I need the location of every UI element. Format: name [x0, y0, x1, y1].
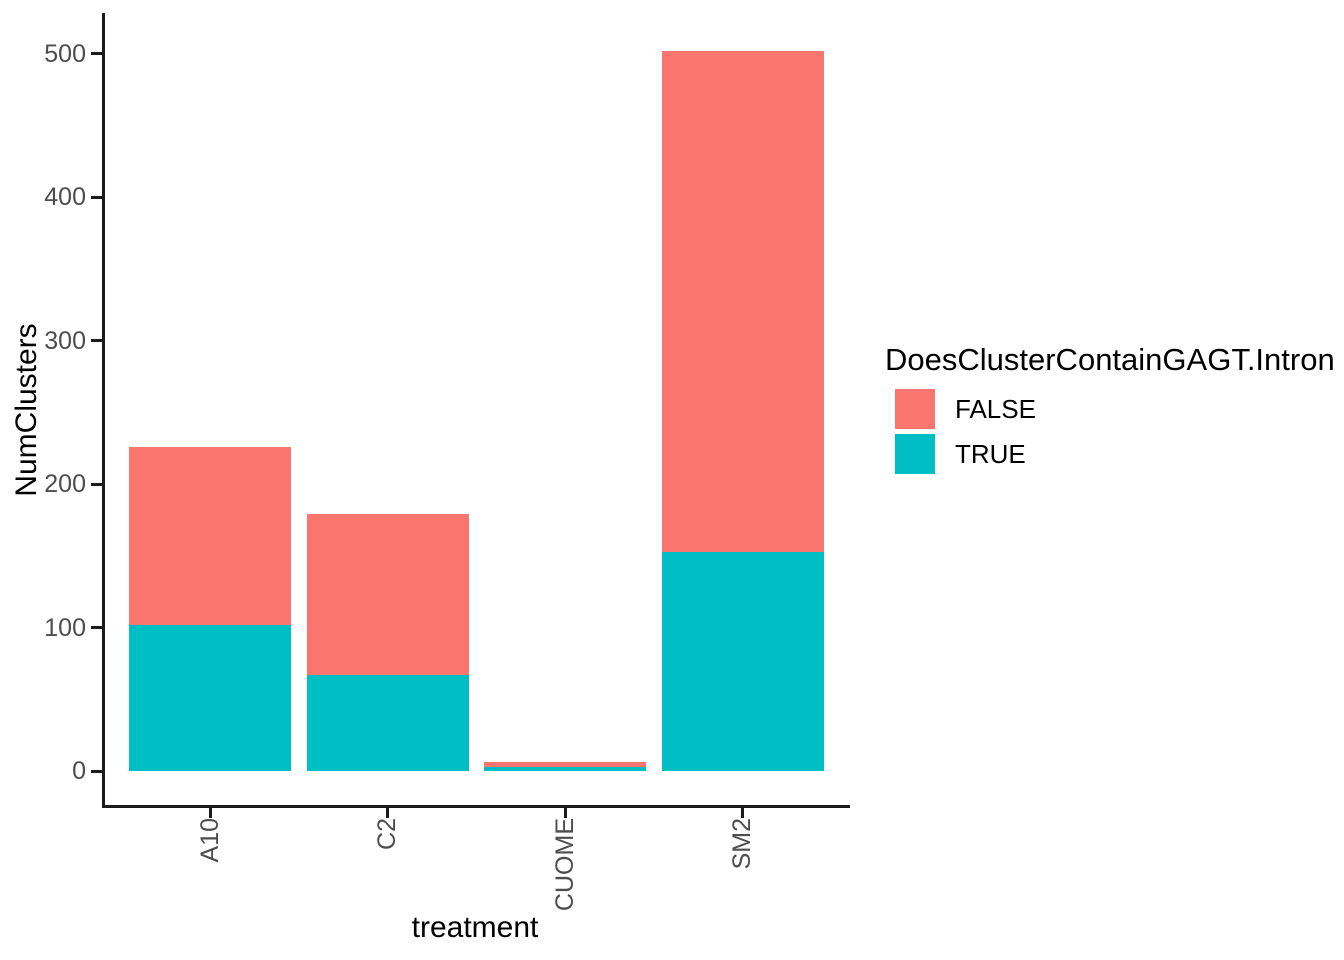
- legend-title: DoesClusterContainGAGT.Intron: [885, 342, 1335, 377]
- y-tick-mark: [91, 52, 103, 56]
- legend-label-true: TRUE: [955, 438, 1026, 469]
- x-tick-mark: [208, 808, 212, 818]
- legend: DoesClusterContainGAGT.Intron FALSE TRUE: [885, 341, 1335, 474]
- y-axis-line: [102, 13, 105, 808]
- x-tick-mark: [386, 808, 389, 818]
- legend-swatch-false-icon: [895, 389, 935, 429]
- bar-segment-true: [306, 674, 469, 771]
- y-tick-label: 0: [72, 757, 86, 785]
- legend-key-true: TRUE: [895, 434, 1335, 474]
- x-tick-label: SM2: [728, 818, 756, 870]
- x-tick-mark: [563, 808, 567, 818]
- bar-segment-false: [129, 446, 291, 625]
- y-tick-label: 500: [44, 39, 86, 68]
- bar-segment-true: [484, 766, 646, 771]
- y-axis-title: NumClusters: [10, 323, 43, 497]
- bar-segment-false: [306, 514, 469, 675]
- y-tick-label: 400: [44, 183, 86, 212]
- y-tick-mark: [91, 769, 103, 773]
- legend-key-false: FALSE: [895, 389, 1335, 429]
- bar-segment-false: [484, 762, 646, 767]
- legend-label-false: FALSE: [955, 393, 1036, 424]
- x-tick-label: A10: [195, 818, 224, 863]
- legend-swatch-true-icon: [895, 434, 935, 474]
- y-tick-mark: [91, 195, 103, 199]
- y-tick-mark: [91, 482, 103, 486]
- x-tick-mark: [741, 808, 744, 818]
- bar-segment-true: [129, 624, 291, 771]
- y-tick-mark: [91, 626, 103, 630]
- x-axis-title: treatment: [411, 911, 539, 944]
- y-tick-label: 100: [44, 613, 86, 642]
- y-tick-mark: [91, 339, 103, 343]
- bar-segment-true: [661, 551, 824, 771]
- x-axis-line: [102, 805, 850, 808]
- y-tick-label: 200: [44, 470, 86, 499]
- y-tick-label: 300: [44, 326, 86, 355]
- bar-segment-false: [661, 50, 824, 552]
